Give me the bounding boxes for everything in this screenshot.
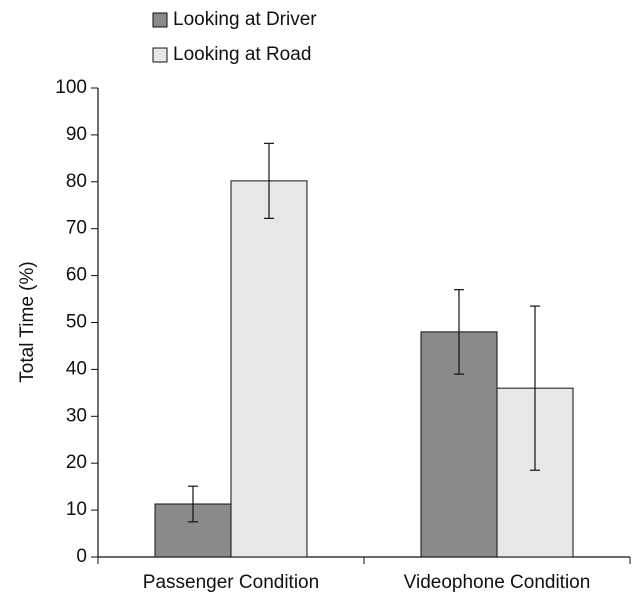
y-tick-label: 20 bbox=[66, 452, 87, 473]
y-tick-label: 60 bbox=[66, 265, 87, 286]
y-tick-label: 90 bbox=[66, 124, 87, 145]
error-bar bbox=[264, 142, 274, 219]
y-tick-label: 70 bbox=[66, 218, 87, 239]
legend-label: Looking at Road bbox=[173, 44, 311, 65]
y-tick-label: 0 bbox=[76, 546, 87, 567]
y-tick-label: 30 bbox=[66, 405, 87, 426]
y-tick-label: 50 bbox=[66, 312, 87, 333]
legend-swatch bbox=[152, 12, 168, 28]
x-tick-label: Videophone Condition bbox=[404, 572, 591, 593]
bar bbox=[230, 180, 308, 558]
y-tick-label: 10 bbox=[66, 499, 87, 520]
y-tick-label: 40 bbox=[66, 358, 87, 379]
y-tick-label: 100 bbox=[55, 77, 87, 98]
y-tick-label: 80 bbox=[66, 171, 87, 192]
x-tick-label: Passenger Condition bbox=[143, 572, 319, 593]
error-bar bbox=[454, 289, 464, 375]
bar bbox=[154, 503, 232, 558]
error-bar bbox=[188, 485, 198, 523]
y-axis-label: Total Time (%) bbox=[17, 261, 38, 382]
legend-swatch bbox=[152, 47, 168, 63]
legend-label: Looking at Driver bbox=[173, 9, 317, 30]
error-bar bbox=[530, 305, 540, 471]
